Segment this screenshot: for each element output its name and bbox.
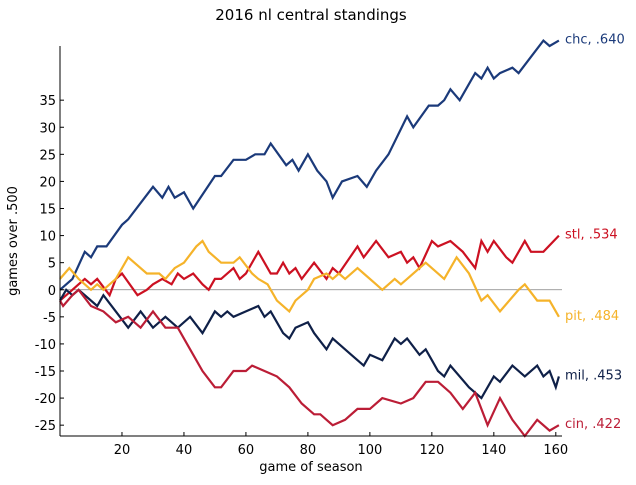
y-tick-label: -5 (43, 311, 56, 326)
y-tick-label: -20 (35, 392, 56, 407)
series-label-pit: pit, .484 (565, 309, 619, 324)
series-line-mil (59, 288, 560, 400)
y-tick-label: 0 (48, 284, 56, 299)
y-tick-label: 35 (39, 94, 56, 109)
series-label-chc: chc, .640 (565, 33, 625, 48)
series-labels: chc, .640 stl, .534 pit, .484 mil, .453 cin,… (565, 33, 625, 433)
y-tick-label: 20 (39, 175, 56, 190)
x-axis-label: game of season (259, 460, 362, 475)
y-tick-label: -15 (35, 365, 56, 380)
x-tick-label: 160 (543, 443, 568, 458)
series-line-pit (59, 239, 560, 318)
series-label-mil: mil, .453 (565, 368, 622, 383)
x-tick-label: 120 (419, 443, 444, 458)
y-tick-label: 10 (39, 230, 56, 245)
series-layer (59, 39, 560, 438)
x-tick-label: 140 (481, 443, 506, 458)
series-label-cin: cin, .422 (565, 417, 621, 432)
y-axis-label: games over .500 (6, 186, 21, 296)
series-label-stl: stl, .534 (565, 228, 618, 243)
series-line-stl (59, 234, 560, 302)
chart-title: 2016 nl central standings (215, 6, 407, 24)
y-tick-label: 25 (39, 148, 56, 163)
y-tick-label: -10 (35, 338, 56, 353)
y-tick-label: 15 (39, 203, 56, 218)
y-tick-label: -25 (35, 419, 56, 434)
series-line-chc (59, 39, 560, 291)
x-tick-label: 60 (238, 443, 255, 458)
y-ticks: -25 -20 -15 -10 -5 0 5 10 15 20 25 30 35 (35, 94, 64, 434)
x-tick-label: 80 (300, 443, 317, 458)
axes (59, 46, 562, 437)
series-line-cin (59, 288, 560, 438)
x-tick-label: 40 (176, 443, 193, 458)
y-tick-label: 30 (39, 121, 56, 136)
x-tick-label: 100 (357, 443, 382, 458)
y-tick-label: 5 (48, 257, 56, 272)
x-tick-label: 20 (114, 443, 131, 458)
x-ticks: 20 40 60 80 100 120 140 160 (114, 432, 568, 458)
